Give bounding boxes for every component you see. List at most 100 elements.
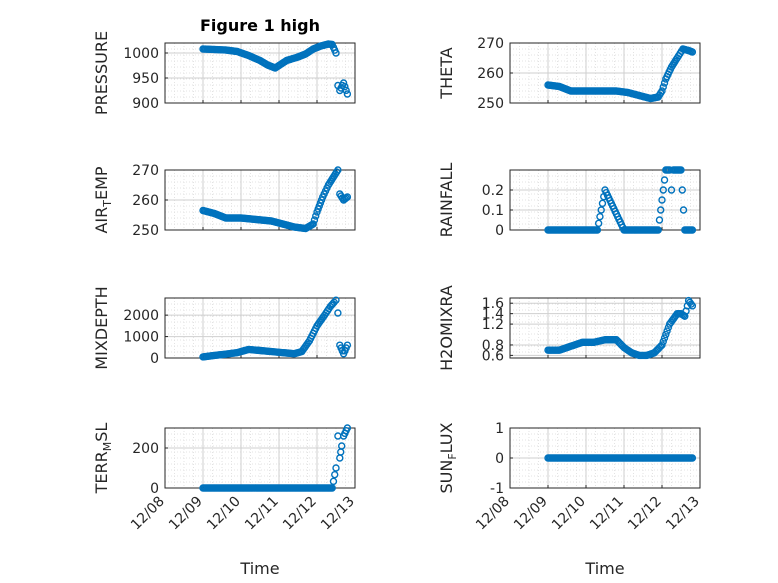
- y-tick-label: 270: [477, 36, 504, 52]
- subplot-1: 900 950 1000 PRESSURE Figure 1 high: [92, 16, 356, 115]
- y-tick-label: 0: [495, 223, 504, 239]
- y-axis-label: RAINFALL: [437, 163, 456, 238]
- data-point: [667, 186, 676, 194]
- y-tick-label: 1.4: [482, 307, 504, 323]
- data-point: [332, 464, 340, 472]
- data-point: [598, 199, 607, 208]
- axes-border: [509, 42, 701, 104]
- data-point: [343, 341, 352, 349]
- subplot-7: 0 200 TERRMSL 12/0812/0912/1012/1112/1212/1…: [92, 423, 358, 578]
- y-tick-label: 270: [132, 163, 159, 179]
- y-axis-label: MIXDEPTH: [92, 286, 111, 369]
- data-point: [310, 216, 319, 224]
- y-tick-label: 0.8: [482, 338, 504, 354]
- data-point: [338, 442, 346, 450]
- y-tick-label: 250: [477, 96, 504, 112]
- y-tick-label: -1: [490, 481, 504, 497]
- data-point: [329, 477, 338, 486]
- data-point: [343, 90, 352, 98]
- y-axis-label: TERRMSL: [92, 423, 114, 495]
- y-tick-label: 2000: [123, 308, 159, 324]
- y-tick-label: 1: [495, 421, 504, 437]
- data-point: [312, 212, 320, 220]
- y-tick-label: 0.2: [482, 183, 504, 199]
- axes-border: [164, 297, 356, 359]
- y-tick-label: 0.1: [482, 203, 504, 219]
- data-point: [342, 194, 350, 202]
- data-point: [655, 216, 664, 224]
- data-point: [657, 206, 665, 214]
- x-tick-label: 12/13: [318, 494, 358, 534]
- y-tick-label: 260: [477, 66, 504, 82]
- x-axis-label: Time: [239, 559, 279, 578]
- data-point: [688, 48, 697, 56]
- data-point: [594, 219, 603, 228]
- data-point: [659, 186, 667, 194]
- data-point: [658, 196, 666, 204]
- data-point: [332, 49, 340, 57]
- subplot-4: 0 0.1 0.2 RAINFALL: [437, 163, 701, 239]
- data-point: [343, 193, 352, 201]
- data-point: [688, 226, 697, 234]
- data-point: [658, 87, 666, 95]
- y-tick-label: 1000: [123, 330, 159, 346]
- data-point: [663, 327, 671, 335]
- axes-border: [509, 297, 701, 359]
- y-axis-label: SUNFLUX: [437, 422, 459, 493]
- data-point: [596, 212, 604, 221]
- y-axis-label: H2OMIXRA: [437, 285, 456, 371]
- x-tick-label: 12/09: [166, 494, 206, 534]
- x-tick-label: 12/11: [242, 494, 282, 534]
- data-point: [654, 226, 662, 234]
- data-point: [659, 83, 667, 91]
- data-point: [341, 82, 349, 91]
- y-tick-label: 200: [132, 441, 159, 457]
- subplot-5: 0 1000 2000 MIXDEPTH: [92, 286, 356, 370]
- y-tick-label: 0: [150, 481, 159, 497]
- data-point: [339, 79, 348, 87]
- data-point: [331, 470, 339, 479]
- data-point: [660, 79, 669, 87]
- x-tick-label: 12/13: [663, 494, 703, 534]
- y-tick-label: 950: [132, 71, 159, 87]
- data-point: [334, 309, 342, 317]
- data-point: [677, 166, 685, 174]
- x-tick-label: 12/11: [587, 494, 627, 534]
- axes-border: [164, 42, 356, 104]
- data-point: [334, 166, 342, 174]
- axes-border: [509, 169, 701, 231]
- data-point: [662, 330, 670, 339]
- x-tick-label: 12/10: [204, 494, 244, 534]
- data-point: [328, 484, 336, 492]
- y-tick-label: 1000: [123, 46, 159, 62]
- y-tick-label: 260: [132, 193, 159, 209]
- x-tick-label: 12/12: [280, 494, 320, 534]
- data-point: [660, 176, 669, 184]
- axes-border: [509, 427, 701, 489]
- data-point: [659, 337, 667, 346]
- data-point: [658, 341, 666, 349]
- data-point: [593, 226, 602, 234]
- x-tick-label: 12/08: [473, 494, 513, 534]
- subplot-6: 0.60.8 1.21.41.6 H2OMIXRA: [437, 285, 701, 371]
- data-point: [679, 206, 688, 214]
- y-tick-label: 0: [495, 451, 504, 467]
- y-tick-label: 0.6: [482, 348, 504, 364]
- x-tick-label: 12/09: [511, 494, 551, 534]
- subplot-8: -1 0 1 SUNFLUX 12/0812/0912/1012/1112/1212/1…: [437, 421, 703, 578]
- data-point: [343, 424, 352, 432]
- subplot-2: 250 260 270 THETA: [437, 36, 701, 112]
- data-point: [597, 206, 605, 214]
- x-tick-label: 12/12: [625, 494, 665, 534]
- y-tick-label: 0: [150, 351, 159, 367]
- y-tick-label: 900: [132, 96, 159, 112]
- chart-title: Figure 1 high: [200, 16, 320, 35]
- data-point: [660, 334, 669, 342]
- y-axis-label: PRESSURE: [92, 31, 111, 115]
- data-point: [678, 186, 686, 194]
- subplot-3: 250 260 270 AIRTEMP: [92, 163, 356, 239]
- data-point: [342, 86, 350, 95]
- y-axis-label: THETA: [437, 47, 456, 99]
- y-axis-label: AIRTEMP: [92, 166, 114, 233]
